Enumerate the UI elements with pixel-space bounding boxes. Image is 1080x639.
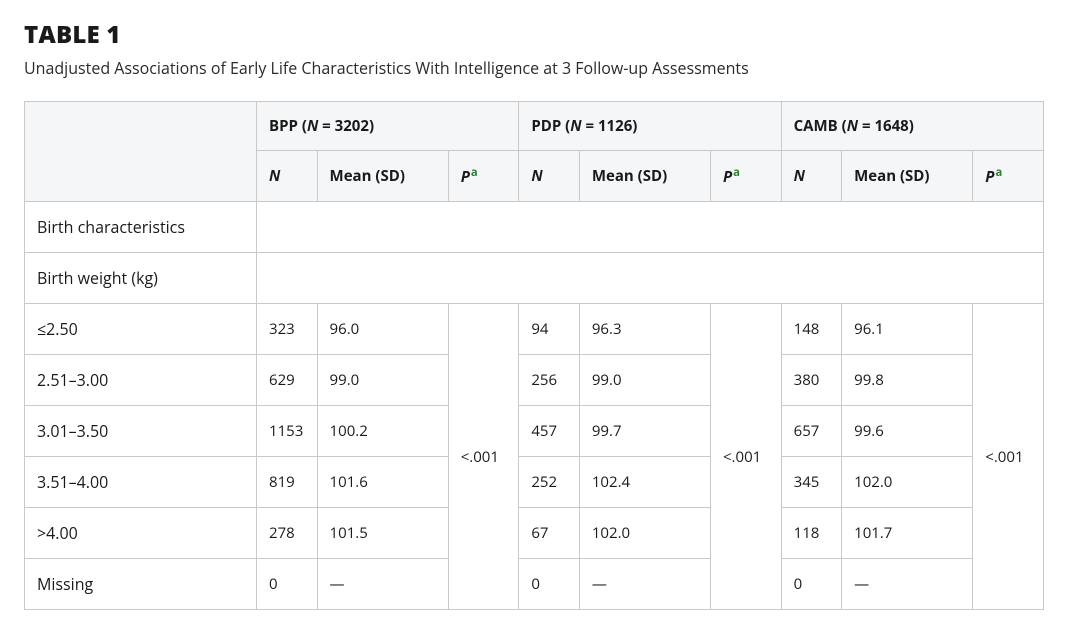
subsection-label: Birth weight (kg) <box>25 253 257 304</box>
group-header-camb: CAMB (N = 1648) <box>781 102 1043 151</box>
cell-mean: 102.0 <box>579 508 710 559</box>
cell-n: 0 <box>519 559 580 610</box>
footnote-a-marker: a <box>733 165 740 180</box>
table-row: 2.51–3.00 629 99.0 256 99.0 380 99.8 <box>25 355 1044 406</box>
group-label: BPP <box>269 116 298 136</box>
col-mean-sd: Mean (SD) <box>579 151 710 202</box>
cell-mean: 100.2 <box>317 406 448 457</box>
row-label: 3.01–3.50 <box>25 406 257 457</box>
row-label: Missing <box>25 559 257 610</box>
cell-n: 118 <box>781 508 842 559</box>
cell-n: 819 <box>257 457 318 508</box>
cell-p: <.001 <box>973 304 1044 610</box>
row-label: >4.00 <box>25 508 257 559</box>
table-row: ≤2.50 323 96.0 <.001 94 96.3 <.001 148 9… <box>25 304 1044 355</box>
group-n-value: 1648 <box>874 116 908 136</box>
stub-header <box>25 102 257 202</box>
group-header-bpp: BPP (N = 3202) <box>257 102 519 151</box>
associations-table: BPP (N = 3202) PDP (N = 1126) CAMB (N = … <box>24 101 1044 610</box>
cell-n: 323 <box>257 304 318 355</box>
row-label: 2.51–3.00 <box>25 355 257 406</box>
cell-mean: 96.1 <box>842 304 973 355</box>
subsection-spacer <box>257 253 1044 304</box>
col-p: Pa <box>448 151 519 202</box>
cell-mean: 102.4 <box>579 457 710 508</box>
group-n-symbol: N <box>307 116 318 136</box>
row-label: 3.51–4.00 <box>25 457 257 508</box>
cell-mean: — <box>579 559 710 610</box>
cell-mean: 96.3 <box>579 304 710 355</box>
cell-mean: 101.6 <box>317 457 448 508</box>
cell-mean: 99.0 <box>579 355 710 406</box>
page: TABLE 1 Unadjusted Associations of Early… <box>0 0 1080 639</box>
table-row: Missing 0 — 0 — 0 — <box>25 559 1044 610</box>
section-label: Birth characteristics <box>25 202 257 253</box>
group-n-symbol: N <box>847 116 858 136</box>
cell-n: 148 <box>781 304 842 355</box>
cell-n: 380 <box>781 355 842 406</box>
section-row: Birth characteristics <box>25 202 1044 253</box>
cell-n: 457 <box>519 406 580 457</box>
cell-n: 1153 <box>257 406 318 457</box>
group-header-pdp: PDP (N = 1126) <box>519 102 781 151</box>
cell-n: 94 <box>519 304 580 355</box>
col-p: Pa <box>973 151 1044 202</box>
cell-n: 629 <box>257 355 318 406</box>
footnote-a-marker: a <box>995 165 1002 180</box>
cell-p: <.001 <box>448 304 519 610</box>
col-mean-sd: Mean (SD) <box>317 151 448 202</box>
cell-mean: — <box>317 559 448 610</box>
table-label: TABLE 1 <box>24 18 1056 51</box>
cell-n: 0 <box>781 559 842 610</box>
group-n-symbol: N <box>570 116 581 136</box>
table-row: 3.51–4.00 819 101.6 252 102.4 345 102.0 <box>25 457 1044 508</box>
group-label: CAMB <box>794 116 838 136</box>
subsection-row: Birth weight (kg) <box>25 253 1044 304</box>
table-row: >4.00 278 101.5 67 102.0 118 101.7 <box>25 508 1044 559</box>
footnote-a-marker: a <box>471 165 478 180</box>
cell-n: 0 <box>257 559 318 610</box>
cell-n: 278 <box>257 508 318 559</box>
cell-n: 252 <box>519 457 580 508</box>
row-label: ≤2.50 <box>25 304 257 355</box>
section-spacer <box>257 202 1044 253</box>
group-n-value: 3202 <box>335 116 369 136</box>
cell-n: 67 <box>519 508 580 559</box>
col-n: N <box>257 151 318 202</box>
cell-mean: 101.7 <box>842 508 973 559</box>
cell-mean: — <box>842 559 973 610</box>
col-n: N <box>519 151 580 202</box>
cell-n: 345 <box>781 457 842 508</box>
col-p: Pa <box>710 151 781 202</box>
col-n: N <box>781 151 842 202</box>
cell-p: <.001 <box>710 304 781 610</box>
header-row-groups: BPP (N = 3202) PDP (N = 1126) CAMB (N = … <box>25 102 1044 151</box>
cell-mean: 99.6 <box>842 406 973 457</box>
col-mean-sd: Mean (SD) <box>842 151 973 202</box>
group-label: PDP <box>531 116 561 136</box>
cell-n: 256 <box>519 355 580 406</box>
cell-mean: 99.7 <box>579 406 710 457</box>
table-caption: Unadjusted Associations of Early Life Ch… <box>24 57 1056 79</box>
cell-mean: 101.5 <box>317 508 448 559</box>
cell-mean: 99.0 <box>317 355 448 406</box>
cell-mean: 99.8 <box>842 355 973 406</box>
group-n-value: 1126 <box>598 116 632 136</box>
cell-mean: 96.0 <box>317 304 448 355</box>
cell-mean: 102.0 <box>842 457 973 508</box>
cell-n: 657 <box>781 406 842 457</box>
table-row: 3.01–3.50 1153 100.2 457 99.7 657 99.6 <box>25 406 1044 457</box>
